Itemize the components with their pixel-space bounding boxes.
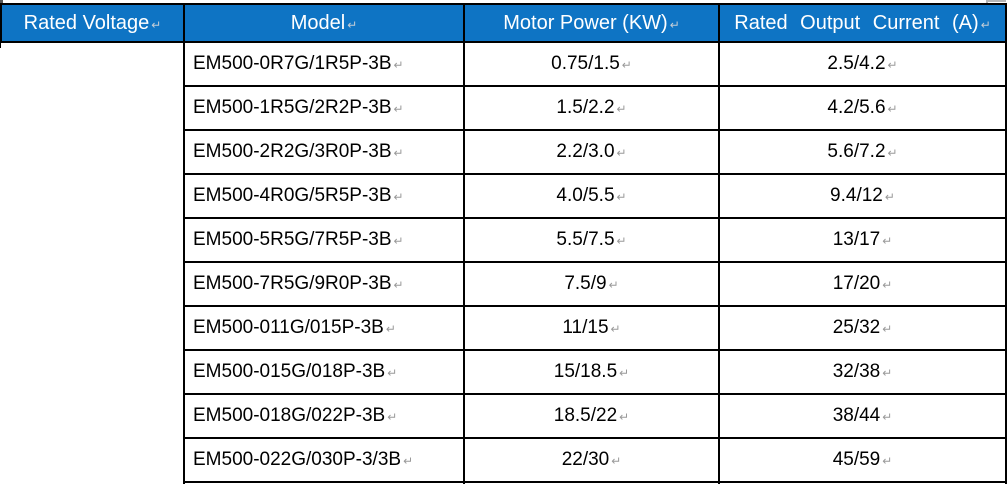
power-cell: 5.5/7.5 ↵	[463, 217, 720, 263]
end-of-cell-mark: ↵	[611, 454, 622, 468]
end-of-cell-mark: ↵	[393, 234, 404, 248]
table-row: EM500-018G/022P-3B ↵ 18.5/22 ↵ 38/44 ↵	[1, 393, 1007, 439]
end-of-cell-mark: ↵	[616, 190, 627, 204]
current-cell: 13/17 ↵	[718, 217, 1007, 263]
end-of-cell-mark: ↵	[884, 190, 895, 204]
header-row: Rated Voltage ↵ Model ↵ Motor Power (KW) ↵ …	[0, 3, 1007, 43]
header-motor-power: Motor Power (KW) ↵	[463, 3, 720, 43]
end-of-cell-mark: ↵	[393, 102, 404, 116]
rated-voltage-merged-cell	[1, 42, 185, 484]
current-cell: 25/32 ↵	[718, 305, 1007, 351]
power-cell: 15/18.5 ↵	[463, 349, 720, 395]
end-of-cell-mark: ↵	[393, 58, 404, 72]
end-of-cell-mark: ↵	[882, 366, 893, 380]
end-of-cell-mark: ↵	[621, 58, 632, 72]
model-cell: EM500-030G/037P-3/3B↵	[183, 481, 465, 484]
table-row: EM500-5R5G/7R5P-3B ↵ 5.5/7.5 ↵ 13/17 ↵	[1, 217, 1007, 263]
table-row: EM500-011G/015P-3B ↵ 11/15 ↵ 25/32 ↵	[1, 305, 1007, 351]
current-cell: 32/38 ↵	[718, 349, 1007, 395]
model-cell: EM500-5R5G/7R5P-3B ↵	[183, 217, 465, 263]
table-row: EM500-4R0G/5R5P-3B ↵ 4.0/5.5 ↵ 9.4/12 ↵	[1, 173, 1007, 219]
power-cell: 2.2/3.0 ↵	[463, 129, 720, 175]
end-of-cell-mark: ↵	[669, 17, 680, 32]
end-of-cell-mark: ↵	[882, 234, 893, 248]
end-of-cell-mark: ↵	[882, 454, 893, 468]
model-cell: EM500-0R7G/1R5P-3B ↵	[183, 41, 465, 87]
end-of-cell-mark: ↵	[980, 17, 991, 32]
model-cell: EM500-7R5G/9R0P-3B ↵	[183, 261, 465, 307]
end-of-cell-mark: ↵	[882, 278, 893, 292]
power-cell: 1.5/2.2 ↵	[463, 85, 720, 131]
table-row: EM500-7R5G/9R0P-3B ↵ 7.5/9 ↵ 17/20 ↵	[1, 261, 1007, 307]
current-cell: 9.4/12 ↵	[718, 173, 1007, 219]
model-cell: EM500-2R2G/3R0P-3B ↵	[183, 129, 465, 175]
header-rated-output-current: Rated Output Current (A) ↵	[718, 3, 1007, 43]
current-cell: 45/59 ↵	[718, 437, 1007, 483]
header-rated-voltage: Rated Voltage ↵	[0, 3, 185, 43]
model-cell: EM500-1R5G/2R2P-3B ↵	[183, 85, 465, 131]
current-cell: 60/73↵	[718, 481, 1007, 484]
power-cell: 11/15 ↵	[463, 305, 720, 351]
table-row: EM500-1R5G/2R2P-3B ↵ 1.5/2.2 ↵ 4.2/5.6 ↵	[1, 85, 1007, 131]
current-cell: 38/44 ↵	[718, 393, 1007, 439]
end-of-cell-mark: ↵	[616, 146, 627, 160]
end-of-cell-mark: ↵	[385, 322, 396, 336]
current-cell: 4.2/5.6 ↵	[718, 85, 1007, 131]
power-cell: 7.5/9 ↵	[463, 261, 720, 307]
current-cell: 2.5/4.2 ↵	[718, 41, 1007, 87]
end-of-cell-mark: ↵	[887, 58, 898, 72]
end-of-cell-mark: ↵	[887, 102, 898, 116]
end-of-cell-mark: ↵	[616, 234, 627, 248]
end-of-cell-mark: ↵	[393, 190, 404, 204]
end-of-cell-mark: ↵	[616, 102, 627, 116]
end-of-cell-mark: ↵	[387, 366, 398, 380]
table-row: EM500-030G/037P-3/3B↵ 30/37↵ 60/73↵	[1, 481, 1007, 484]
current-cell: 17/20 ↵	[718, 261, 1007, 307]
end-of-cell-mark: ↵	[882, 410, 893, 424]
end-of-cell-mark: ↵	[151, 17, 162, 32]
inverter-spec-table: Rated Voltage ↵ Model ↵ Motor Power (KW) ↵ …	[0, 3, 1007, 484]
model-cell: EM500-015G/018P-3B ↵	[183, 349, 465, 395]
end-of-cell-mark: ↵	[608, 278, 619, 292]
table-row: EM500-022G/030P-3/3B ↵ 22/30 ↵ 45/59 ↵	[1, 437, 1007, 483]
table-row: EM500-015G/018P-3B ↵ 15/18.5 ↵ 32/38 ↵	[1, 349, 1007, 395]
model-cell: EM500-4R0G/5R5P-3B ↵	[183, 173, 465, 219]
end-of-cell-mark: ↵	[619, 410, 630, 424]
model-cell: EM500-018G/022P-3B ↵	[183, 393, 465, 439]
power-cell: 22/30 ↵	[463, 437, 720, 483]
end-of-cell-mark: ↵	[403, 454, 414, 468]
end-of-cell-mark: ↵	[619, 366, 630, 380]
power-cell: 0.75/1.5 ↵	[463, 41, 720, 87]
end-of-cell-mark: ↵	[882, 322, 893, 336]
power-cell: 18.5/22 ↵	[463, 393, 720, 439]
end-of-cell-mark: ↵	[393, 146, 404, 160]
power-cell: 4.0/5.5 ↵	[463, 173, 720, 219]
end-of-cell-mark: ↵	[393, 278, 404, 292]
model-cell: EM500-011G/015P-3B ↵	[183, 305, 465, 351]
table-row: EM500-2R2G/3R0P-3B ↵ 2.2/3.0 ↵ 5.6/7.2 ↵	[1, 129, 1007, 175]
header-model: Model ↵	[183, 3, 465, 43]
end-of-cell-mark: ↵	[387, 410, 398, 424]
power-cell: 30/37↵	[463, 481, 720, 484]
model-cell: EM500-022G/030P-3/3B ↵	[183, 437, 465, 483]
end-of-cell-mark: ↵	[887, 146, 898, 160]
current-cell: 5.6/7.2 ↵	[718, 129, 1007, 175]
table-row: EM500-0R7G/1R5P-3B ↵ 0.75/1.5 ↵ 2.5/4.2 ↵	[1, 41, 1007, 484]
end-of-cell-mark: ↵	[610, 322, 621, 336]
end-of-cell-mark: ↵	[347, 17, 358, 32]
